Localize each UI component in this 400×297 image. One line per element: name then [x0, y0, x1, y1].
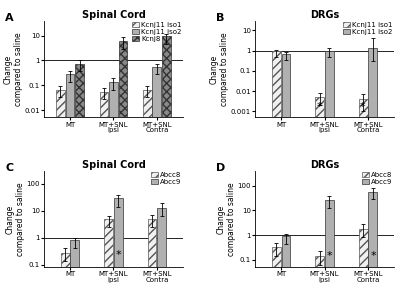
Title: DRGs: DRGs: [310, 160, 339, 170]
Title: Spinal Cord: Spinal Cord: [82, 160, 145, 170]
Title: Spinal Cord: Spinal Cord: [82, 10, 145, 20]
Text: D: D: [216, 163, 226, 173]
Bar: [315, 256, 324, 297]
Text: *: *: [316, 102, 322, 112]
Bar: [114, 198, 123, 297]
Bar: [70, 240, 79, 297]
Legend: Abcc8, Abcc9: Abcc8, Abcc9: [150, 171, 182, 186]
Text: *: *: [370, 251, 376, 261]
Bar: [157, 208, 166, 297]
Text: B: B: [216, 13, 224, 23]
Y-axis label: Change
compared to saline: Change compared to saline: [3, 32, 23, 106]
Bar: [148, 219, 156, 297]
Legend: Abcc8, Abcc9: Abcc8, Abcc9: [362, 171, 393, 186]
Bar: [100, 92, 108, 297]
Bar: [272, 51, 281, 297]
Y-axis label: Change
compared to saline: Change compared to saline: [6, 182, 25, 256]
Bar: [368, 48, 377, 297]
Legend: Kcnj11 iso1, Kcnj11 iso2, Kcnj8: Kcnj11 iso1, Kcnj11 iso2, Kcnj8: [131, 21, 182, 43]
Title: DRGs: DRGs: [310, 10, 339, 20]
Text: *: *: [327, 251, 332, 261]
Text: A: A: [5, 13, 14, 23]
Text: C: C: [5, 163, 13, 173]
Bar: [325, 51, 334, 297]
Bar: [66, 74, 74, 297]
Bar: [109, 82, 118, 297]
Bar: [162, 36, 171, 297]
Bar: [56, 90, 65, 297]
Bar: [104, 219, 113, 297]
Bar: [282, 236, 290, 297]
Bar: [359, 99, 368, 297]
Bar: [368, 192, 377, 297]
Text: *: *: [360, 102, 366, 112]
Y-axis label: Change
compared to saline: Change compared to saline: [210, 32, 229, 106]
Bar: [75, 64, 84, 297]
Bar: [143, 90, 152, 297]
Bar: [272, 247, 281, 297]
Bar: [359, 229, 368, 297]
Bar: [325, 200, 334, 297]
Bar: [282, 53, 290, 297]
Bar: [315, 97, 324, 297]
Legend: Kcnj11 iso1, Kcnj11 iso2: Kcnj11 iso1, Kcnj11 iso2: [342, 21, 393, 36]
Bar: [119, 41, 127, 297]
Bar: [152, 67, 161, 297]
Y-axis label: Change
compared to saline: Change compared to saline: [217, 182, 236, 256]
Bar: [61, 252, 70, 297]
Text: *: *: [116, 250, 122, 260]
